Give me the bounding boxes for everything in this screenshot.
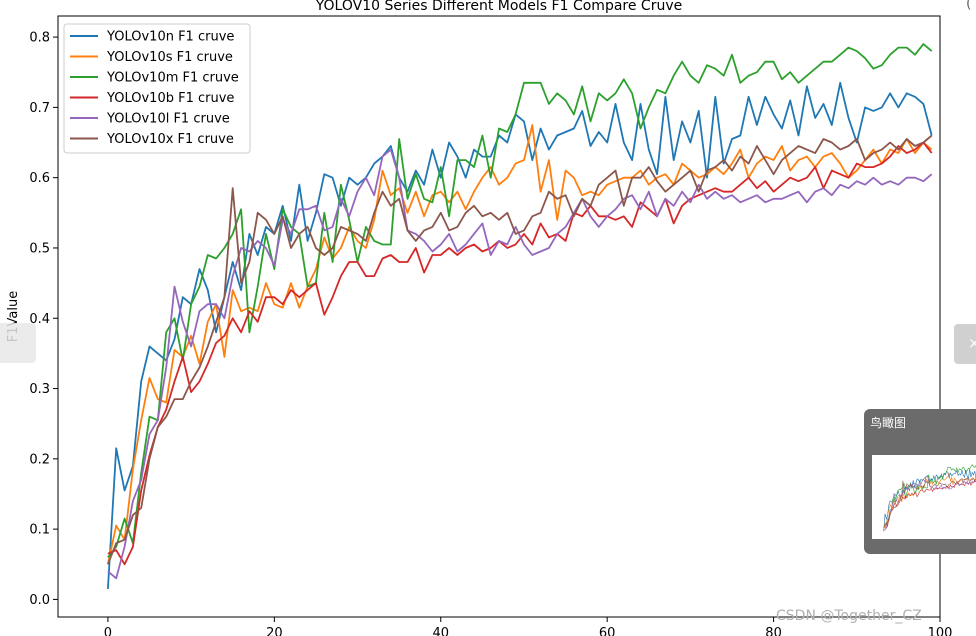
legend-label-2: YOLOv10s F1 cruve xyxy=(106,50,233,65)
close-icon[interactable]: × xyxy=(968,334,976,352)
x-axis: 0 20 40 60 80 100 xyxy=(104,617,953,636)
series-line-2 xyxy=(107,124,933,565)
birdseye-title: 鸟瞰图 xyxy=(870,416,907,430)
thumbnail-series-5 xyxy=(883,475,976,531)
birdseye-thumbnail[interactable] xyxy=(872,455,976,539)
x-tick-label: 60 xyxy=(599,626,616,636)
x-tick-label: 20 xyxy=(266,626,283,636)
legend-label-4: YOLOv10b F1 cruve xyxy=(106,91,234,106)
legend: YOLOv10n F1 cruve YOLOv10s F1 cruve YOLOv1… xyxy=(63,23,251,154)
x-tick-label: 40 xyxy=(432,626,449,636)
x-tick-label: 0 xyxy=(104,626,112,636)
y-tick-label: 0.0 xyxy=(29,593,50,608)
y-tick-label: 0.2 xyxy=(29,452,50,467)
series-line-4 xyxy=(107,141,933,566)
thumbnail-series-2 xyxy=(883,472,976,529)
y-tick-label: 0.1 xyxy=(29,523,50,538)
x-tick-label: 80 xyxy=(765,626,782,636)
series-line-5 xyxy=(107,148,933,580)
legend-label-5: YOLOv10l F1 cruve xyxy=(106,112,230,127)
series-lines xyxy=(107,43,933,589)
y-tick-label: 0.7 xyxy=(29,101,50,116)
birdseye-panel[interactable]: 鸟瞰图 xyxy=(864,409,976,554)
legend-frame xyxy=(63,23,251,154)
series-line-6 xyxy=(107,134,933,565)
thumbnail-series-1 xyxy=(883,469,976,532)
thumbnail-series-3 xyxy=(883,464,976,528)
thumbnail-series-6 xyxy=(883,477,976,529)
right-side-tab[interactable]: × xyxy=(954,324,976,364)
legend-label-6: YOLOv10x F1 cruve xyxy=(106,132,234,147)
corner-glyph: ( xyxy=(966,0,972,12)
y-tick-label: 0.3 xyxy=(29,382,50,397)
legend-label-1: YOLOv10n F1 cruve xyxy=(106,30,234,45)
x-tick-label: 100 xyxy=(928,626,953,636)
y-tick-label: 0.8 xyxy=(29,31,50,46)
y-axis: 0.00.10.20.30.40.50.60.70.8 xyxy=(29,31,58,608)
y-tick-label: 0.5 xyxy=(29,241,50,256)
thumbnail-chart xyxy=(883,464,976,532)
left-side-tab[interactable] xyxy=(0,323,36,363)
watermark: CSDN @Together_CZ xyxy=(776,608,922,624)
y-tick-label: 0.6 xyxy=(29,171,50,186)
legend-label-3: YOLOv10m F1 cruve xyxy=(106,71,239,86)
chart-title: YOLOV10 Series Different Models F1 Compa… xyxy=(315,0,682,14)
